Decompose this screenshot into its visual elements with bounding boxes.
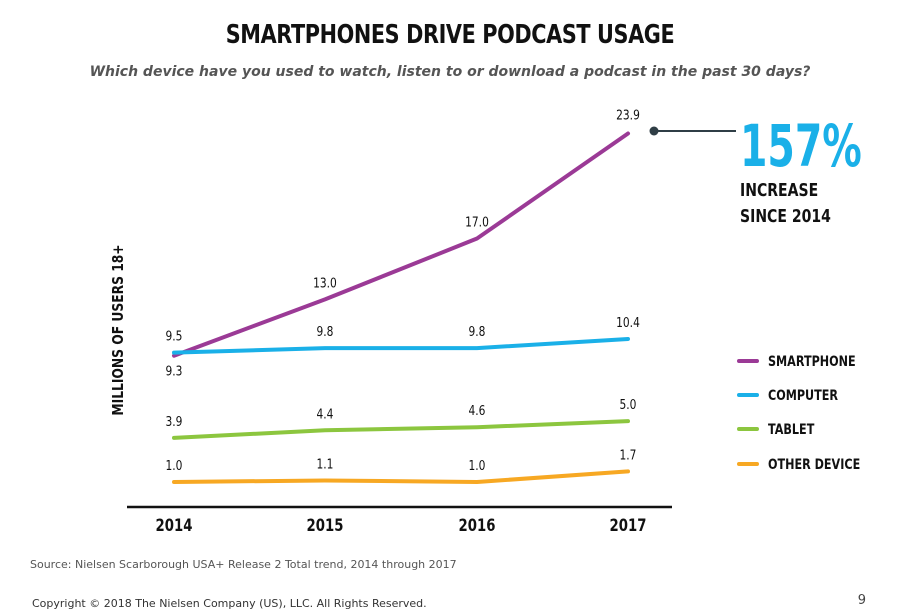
data-label: 1.0 — [469, 458, 486, 473]
legend-label: TABLET — [768, 421, 815, 438]
data-label: 9.3 — [166, 364, 183, 379]
data-label: 13.0 — [313, 275, 337, 290]
legend-label: SMARTPHONE — [768, 353, 856, 370]
page-number: 9 — [857, 593, 866, 608]
source-note: Source: Nielsen Scarborough USA+ Release… — [30, 558, 457, 571]
data-label: 4.6 — [469, 403, 486, 418]
data-label: 9.5 — [166, 329, 183, 344]
data-label: 1.0 — [166, 458, 183, 473]
copyright-text: Copyright © 2018 The Nielsen Company (US… — [32, 597, 427, 610]
data-label: 9.8 — [317, 324, 334, 339]
legend-label: COMPUTER — [768, 387, 838, 404]
data-label: 1.7 — [620, 447, 637, 462]
x-tick-label: 2014 — [156, 515, 193, 535]
x-tick-label: 2016 — [459, 515, 496, 535]
series-line-smartphone — [172, 131, 630, 358]
chart-subtitle: Which device have you used to watch, lis… — [89, 64, 811, 80]
y-axis-label: MILLIONS OF USERS 18+ — [110, 244, 127, 415]
series-line-other-device — [172, 469, 630, 484]
data-label: 4.4 — [317, 406, 334, 421]
callout-percent: 157% — [740, 112, 862, 180]
series-line-tablet — [172, 419, 630, 440]
legend-label: OTHER DEVICE — [768, 456, 860, 473]
data-label: 23.9 — [616, 107, 640, 122]
data-label: 17.0 — [465, 214, 489, 229]
data-label: 5.0 — [620, 397, 637, 412]
callout-line1: INCREASE — [740, 179, 818, 200]
series-line-computer — [172, 336, 630, 355]
data-label: 3.9 — [166, 414, 183, 429]
data-label: 10.4 — [616, 315, 640, 330]
data-label: 9.8 — [469, 324, 486, 339]
x-tick-label: 2015 — [307, 515, 344, 535]
chart-title: SMARTPHONES DRIVE PODCAST USAGE — [225, 20, 675, 50]
callout-line2: SINCE 2014 — [740, 205, 831, 226]
data-label: 1.1 — [317, 456, 334, 471]
x-tick-label: 2017 — [610, 515, 647, 535]
